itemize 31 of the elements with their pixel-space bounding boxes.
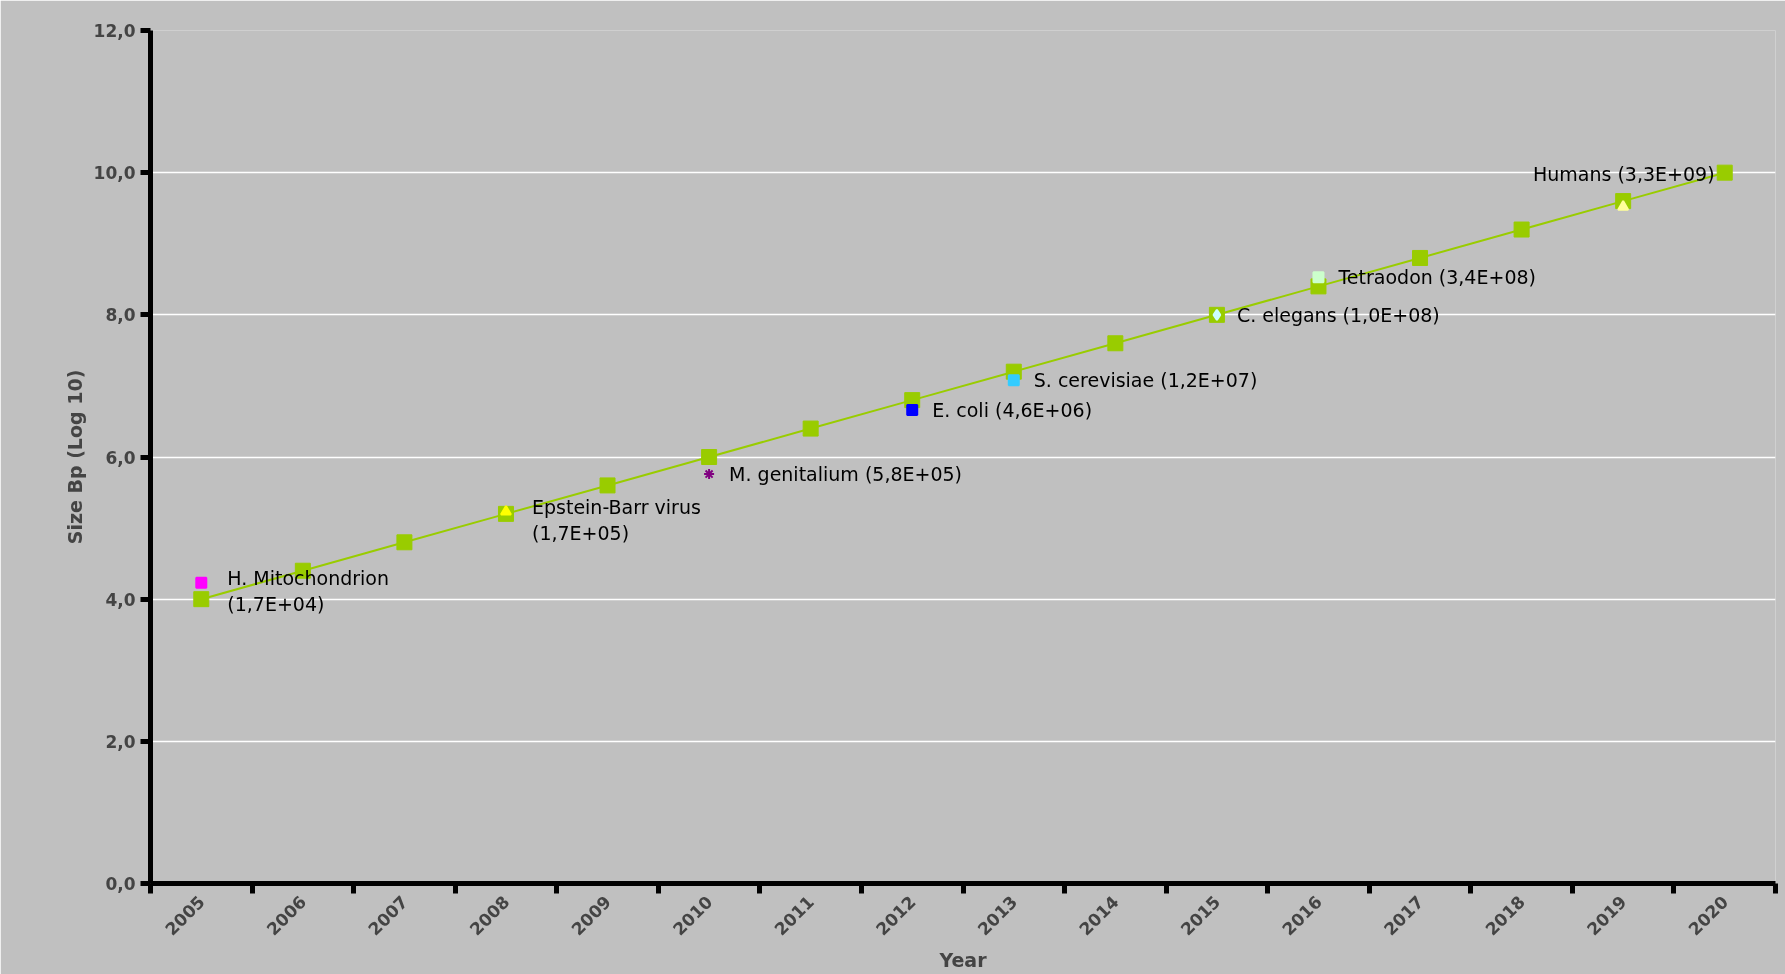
x-axis-title: Year	[938, 949, 988, 972]
y-tick-label: 8,0	[105, 305, 136, 326]
point	[1513, 221, 1530, 238]
y-tick-label: 10,0	[93, 163, 136, 184]
point	[1212, 308, 1222, 321]
point	[1412, 249, 1429, 266]
point	[193, 591, 210, 608]
y-tick-label: 2,0	[105, 731, 136, 752]
point	[599, 477, 616, 494]
point	[802, 420, 819, 437]
annotation: M. genitalium (5,8E+05)	[729, 463, 963, 486]
annotation: E. coli (4,6E+06)	[932, 399, 1093, 422]
y-tick-label: 12,0	[93, 21, 136, 41]
annotation: C. elegans (1,0E+08)	[1236, 303, 1440, 326]
y-tick-label: 4,0	[105, 589, 136, 610]
point	[499, 504, 512, 516]
point	[906, 404, 919, 417]
point	[1617, 200, 1630, 211]
point	[1007, 374, 1020, 387]
point	[195, 576, 208, 589]
point	[701, 449, 718, 465]
point	[396, 534, 413, 551]
y-tick-label: 6,0	[105, 447, 136, 468]
point	[1312, 271, 1325, 284]
annotation: Humans (3,3E+09)	[1532, 162, 1715, 185]
y-axis-title: Size Bp (Log 10)	[63, 369, 86, 545]
annotation: S. cerevisiae (1,2E+07)	[1033, 369, 1258, 392]
annotation: Epstein-Barr virus (1,7E+05)	[531, 495, 701, 544]
point	[1107, 335, 1124, 352]
y-tick-label: 0,0	[105, 874, 136, 894]
point	[1716, 164, 1733, 181]
